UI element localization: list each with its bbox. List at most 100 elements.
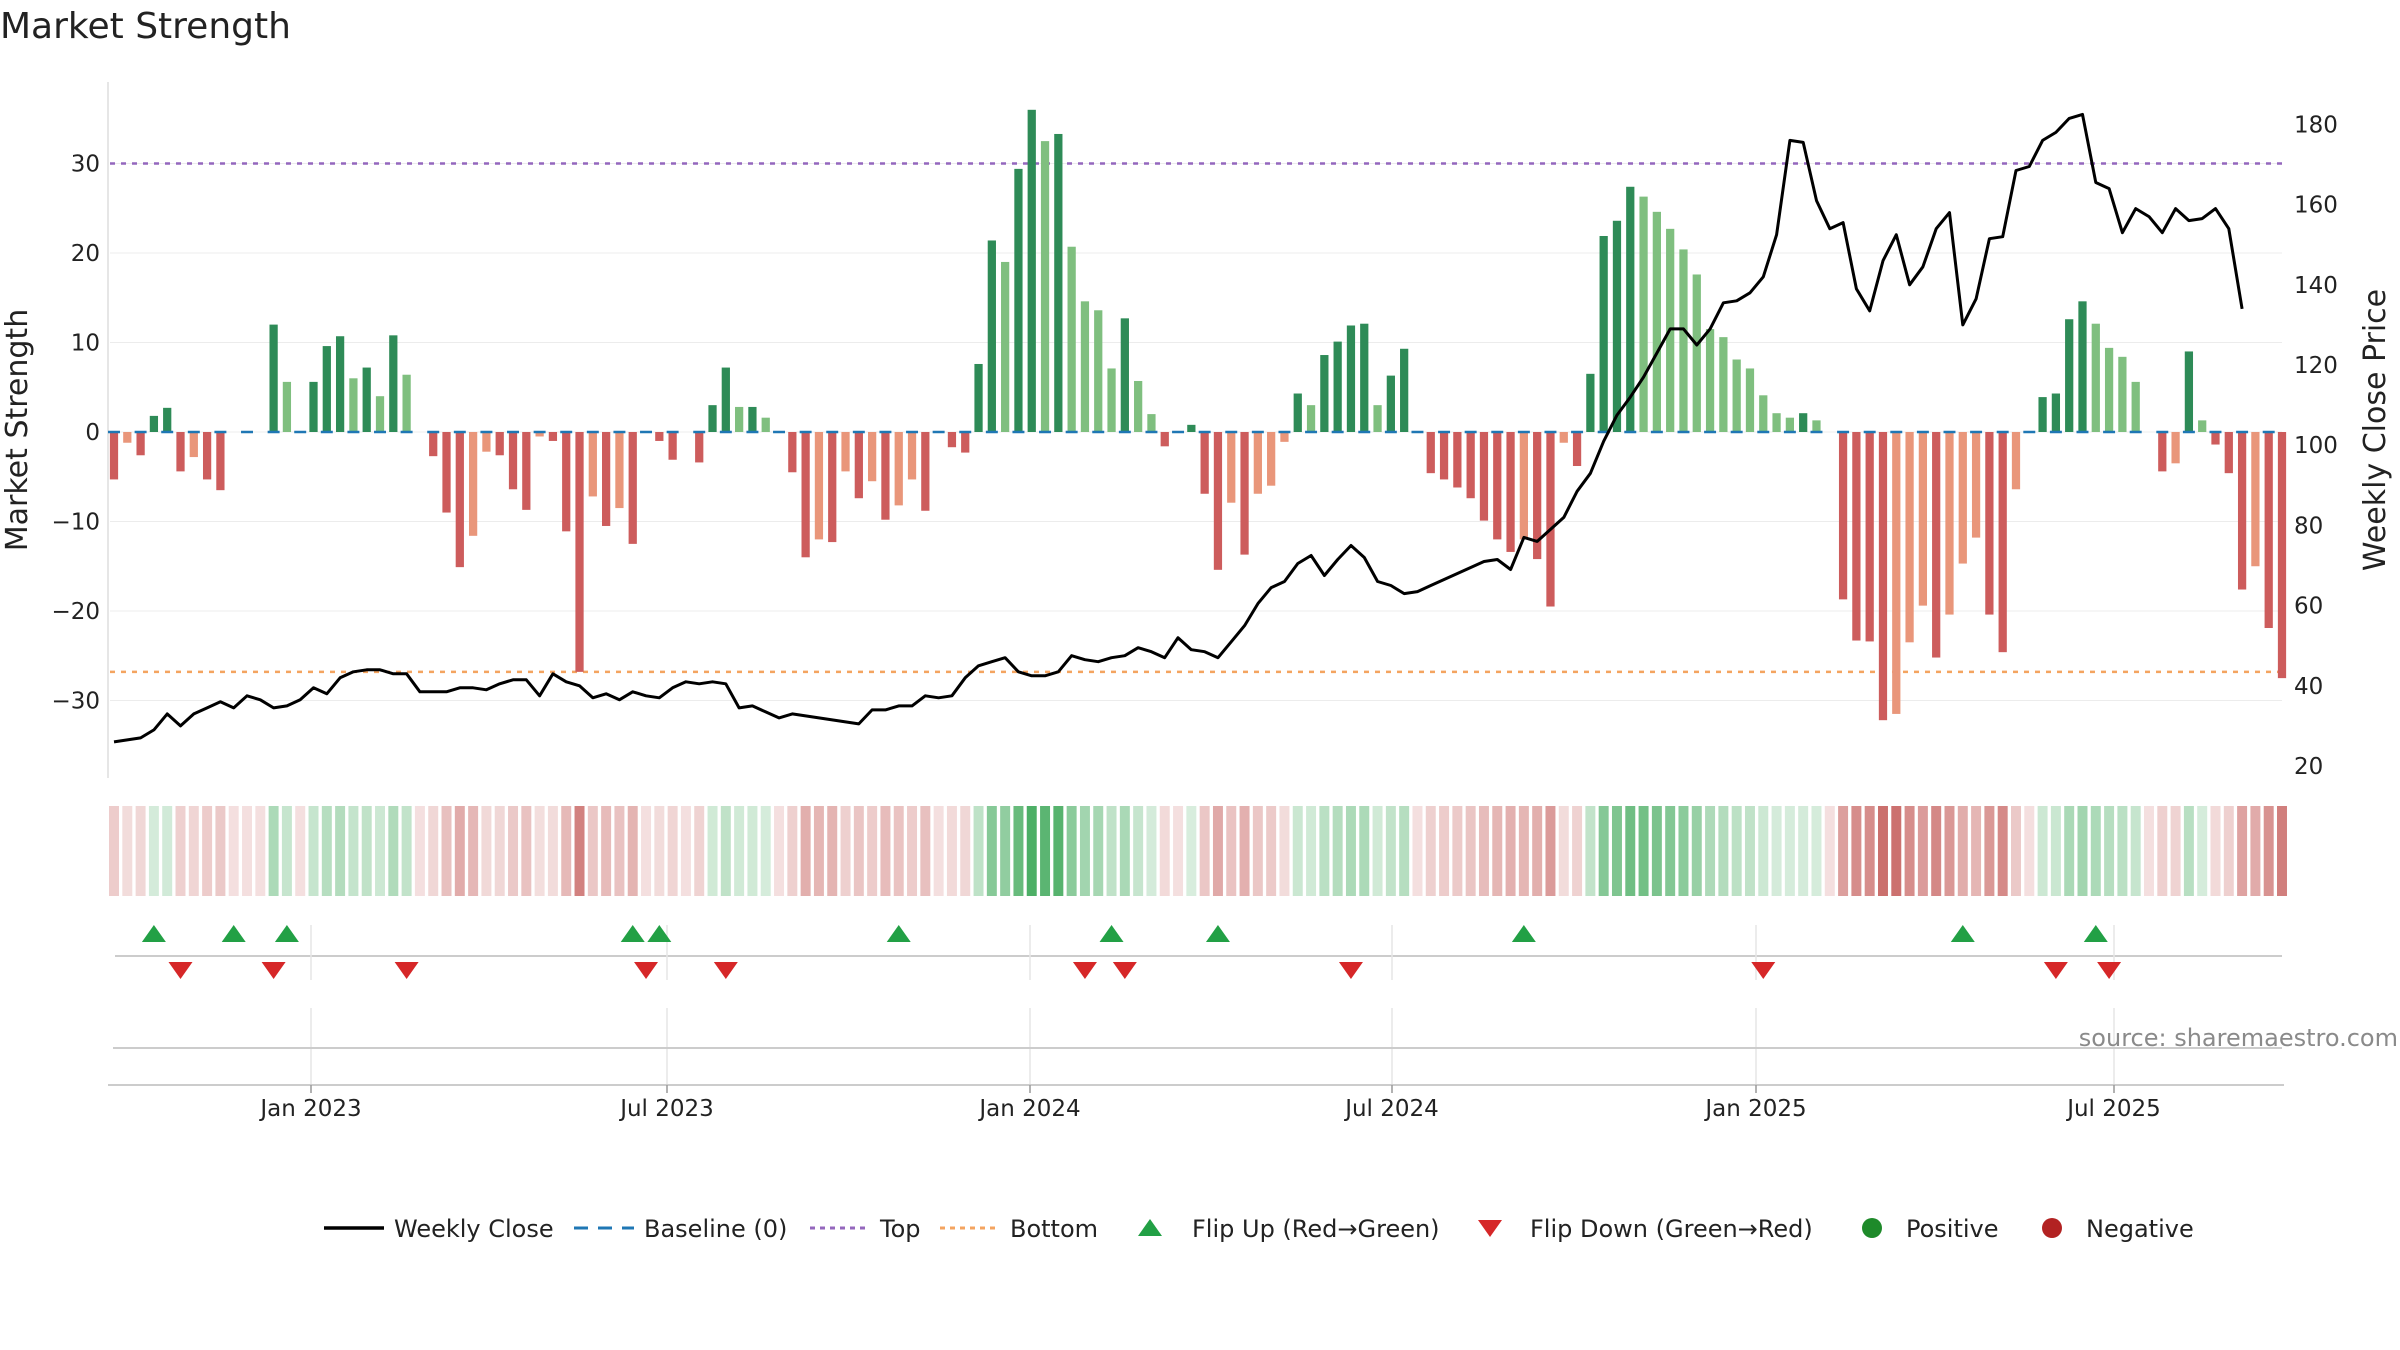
right-tick-label: 20 bbox=[2294, 754, 2323, 780]
strip-cell bbox=[1585, 806, 1596, 896]
strip-cell bbox=[1891, 806, 1902, 896]
strip-cell bbox=[1611, 806, 1622, 896]
strip-cell bbox=[1212, 806, 1223, 896]
positive-bar bbox=[349, 378, 358, 432]
strip-cell bbox=[853, 806, 864, 896]
positive-bar bbox=[1306, 405, 1316, 432]
strip-cell bbox=[1877, 806, 1888, 896]
negative-bar bbox=[868, 432, 877, 482]
positive-bar bbox=[1094, 310, 1103, 432]
negative-bar bbox=[2237, 432, 2247, 590]
strip-cell bbox=[468, 806, 479, 896]
negative-bar bbox=[1466, 432, 1475, 499]
negative-bar bbox=[2171, 432, 2180, 464]
strip-cell bbox=[2104, 806, 2115, 896]
negative-bar bbox=[947, 432, 957, 448]
negative-bar bbox=[442, 432, 451, 513]
strip-cell bbox=[2263, 806, 2274, 896]
negative-bar bbox=[1865, 432, 1874, 642]
positive-bar bbox=[1373, 405, 1382, 432]
flip-up-marker bbox=[1205, 925, 1230, 942]
positive-bar bbox=[282, 381, 292, 432]
strip-cell bbox=[242, 806, 252, 896]
x-tick-label: Jul 2023 bbox=[618, 1096, 714, 1122]
positive-bar bbox=[1692, 274, 1701, 432]
strip-cell bbox=[840, 806, 851, 896]
positive-bar bbox=[2184, 351, 2194, 432]
negative-bar bbox=[1998, 432, 2007, 653]
legend-label: Baseline (0) bbox=[644, 1215, 787, 1243]
strip-cell bbox=[2237, 806, 2248, 896]
positive-swatch bbox=[1862, 1218, 1882, 1238]
negative-bar bbox=[1213, 432, 1223, 570]
positive-bar bbox=[1599, 235, 1608, 432]
strip-cell bbox=[760, 806, 771, 896]
strip-cell bbox=[561, 806, 572, 896]
flip-up-swatch bbox=[1138, 1219, 1162, 1236]
strip-cell bbox=[1452, 806, 1463, 896]
flip-up-marker bbox=[620, 925, 645, 942]
strip-cell bbox=[1505, 806, 1516, 896]
left-tick-label: 0 bbox=[85, 420, 100, 446]
negative-bar bbox=[522, 432, 531, 510]
positive-bar bbox=[2118, 356, 2127, 432]
strip-cell bbox=[2024, 806, 2035, 896]
positive-bar bbox=[1612, 220, 1622, 432]
strip-cell bbox=[1518, 806, 1529, 896]
negative-bar bbox=[588, 432, 597, 497]
strip-cell bbox=[388, 806, 399, 896]
flip-down-marker bbox=[261, 962, 286, 979]
strip-cell bbox=[601, 806, 612, 896]
strip-cell bbox=[1771, 806, 1782, 896]
strip-cell bbox=[308, 806, 319, 896]
negative-bar bbox=[2264, 432, 2273, 629]
negative-bar bbox=[615, 432, 624, 509]
legend-label: Positive bbox=[1906, 1215, 1999, 1243]
positive-bar bbox=[375, 396, 385, 432]
negative-bar bbox=[535, 432, 544, 437]
strip-cell bbox=[1864, 806, 1875, 896]
strip-cell bbox=[2037, 806, 2048, 896]
flip-down-marker bbox=[2043, 962, 2068, 979]
negative-bar bbox=[1267, 432, 1276, 486]
strip-cell bbox=[428, 806, 439, 896]
strip-cell bbox=[694, 806, 705, 896]
positive-bar bbox=[1014, 168, 1023, 432]
positive-bar bbox=[335, 336, 345, 432]
strip-cell bbox=[1372, 806, 1383, 896]
negative-bar bbox=[1852, 432, 1861, 641]
strip-cell bbox=[960, 806, 971, 896]
negative-bar bbox=[189, 432, 198, 458]
negative-bar bbox=[961, 432, 970, 453]
negative-bar bbox=[881, 432, 890, 520]
strip-cell bbox=[867, 806, 878, 896]
strip-cell bbox=[747, 806, 758, 896]
positive-bar bbox=[1293, 393, 1302, 432]
negative-bar bbox=[1253, 432, 1262, 494]
strip-cell bbox=[707, 806, 718, 896]
strip-cell bbox=[1319, 806, 1330, 896]
negative-bar bbox=[1918, 432, 1928, 606]
negative-bar bbox=[1227, 432, 1236, 503]
negative-bar bbox=[1240, 432, 1249, 555]
negative-bar bbox=[788, 432, 797, 473]
strip-cell bbox=[1093, 806, 1104, 896]
positive-bar bbox=[2051, 393, 2061, 432]
right-tick-label: 180 bbox=[2294, 112, 2338, 138]
strip-cell bbox=[2050, 806, 2061, 896]
right-tick-label: 40 bbox=[2294, 674, 2323, 700]
strip-cell bbox=[401, 806, 412, 896]
left-tick-label: −10 bbox=[51, 510, 100, 536]
flip-down-marker bbox=[1338, 962, 1363, 979]
strip-cell bbox=[268, 806, 279, 896]
strip-cell bbox=[1239, 806, 1250, 896]
positive-bar bbox=[1626, 186, 1635, 432]
negative-bar bbox=[176, 432, 185, 472]
strip-cell bbox=[1838, 806, 1849, 896]
strip-cell bbox=[1931, 806, 1942, 896]
positive-bar bbox=[974, 363, 983, 432]
strip-cell bbox=[1638, 806, 1649, 896]
positive-bar bbox=[1759, 395, 1768, 432]
strip-cell bbox=[1133, 806, 1144, 896]
